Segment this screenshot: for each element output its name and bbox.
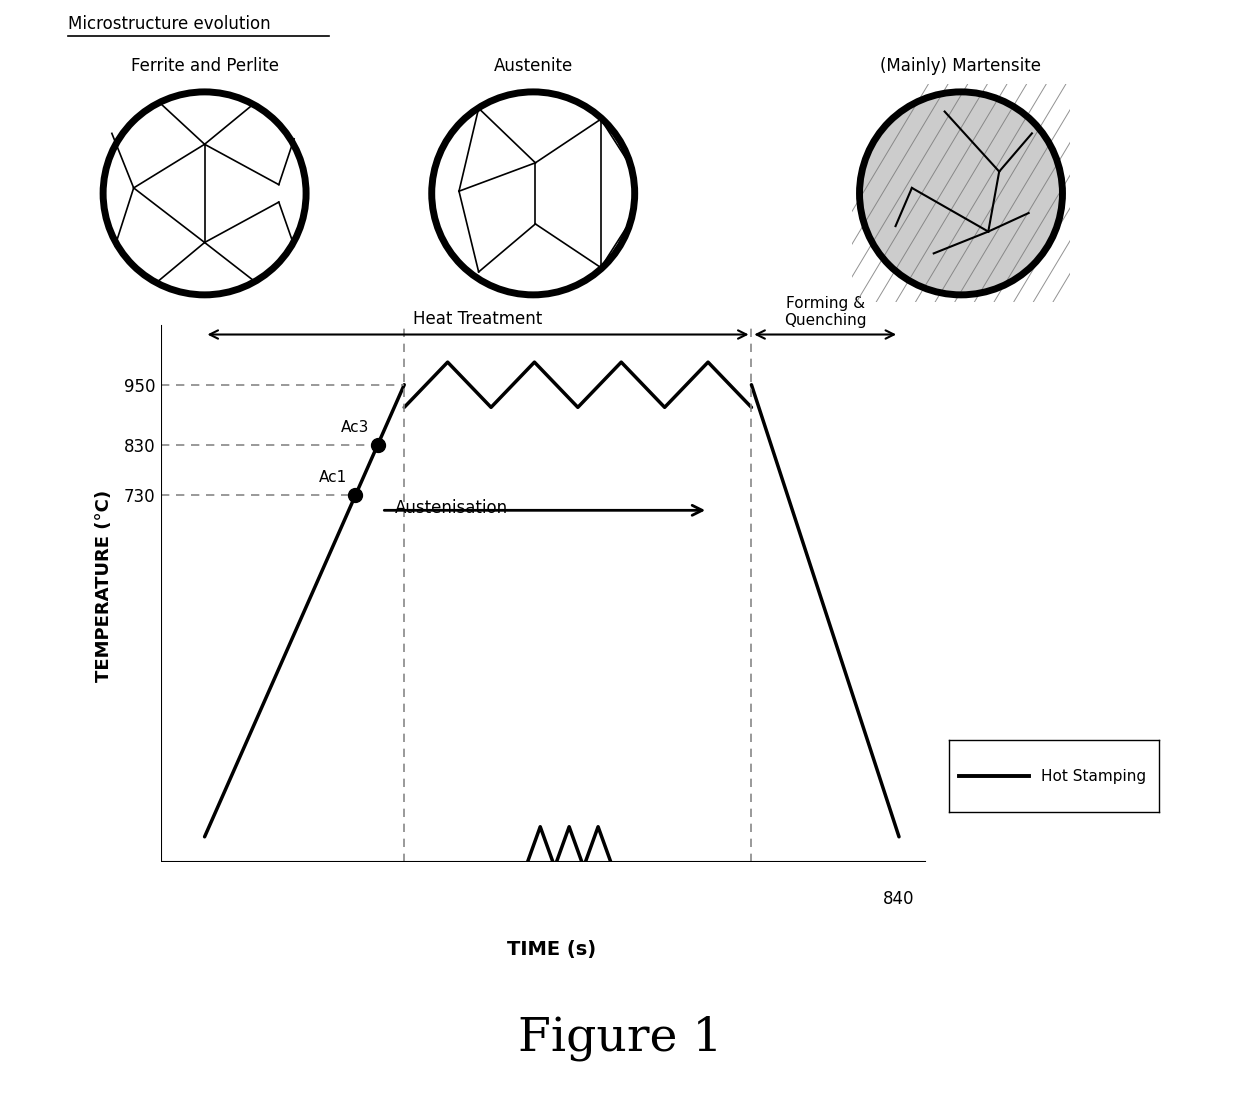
Y-axis label: TEMPERATURE (°C): TEMPERATURE (°C) [95,490,113,682]
Text: TIME (s): TIME (s) [507,939,596,959]
Circle shape [107,95,303,292]
Circle shape [863,95,1059,292]
Text: 840: 840 [883,890,915,907]
Text: Hot Stamping: Hot Stamping [1042,769,1147,783]
Text: Forming &
Quenching: Forming & Quenching [784,296,867,328]
Text: Ac1: Ac1 [319,471,347,485]
Text: Austenisation: Austenisation [394,498,507,517]
Circle shape [435,95,631,292]
Text: Heat Treatment: Heat Treatment [413,311,543,328]
Text: Ac3: Ac3 [341,420,370,435]
Text: Austenite: Austenite [494,57,573,75]
Text: Figure 1: Figure 1 [518,1015,722,1061]
Text: Microstructure evolution: Microstructure evolution [68,15,270,33]
Text: (Mainly) Martensite: (Mainly) Martensite [880,57,1042,75]
Text: Ferrite and Perlite: Ferrite and Perlite [130,57,279,75]
